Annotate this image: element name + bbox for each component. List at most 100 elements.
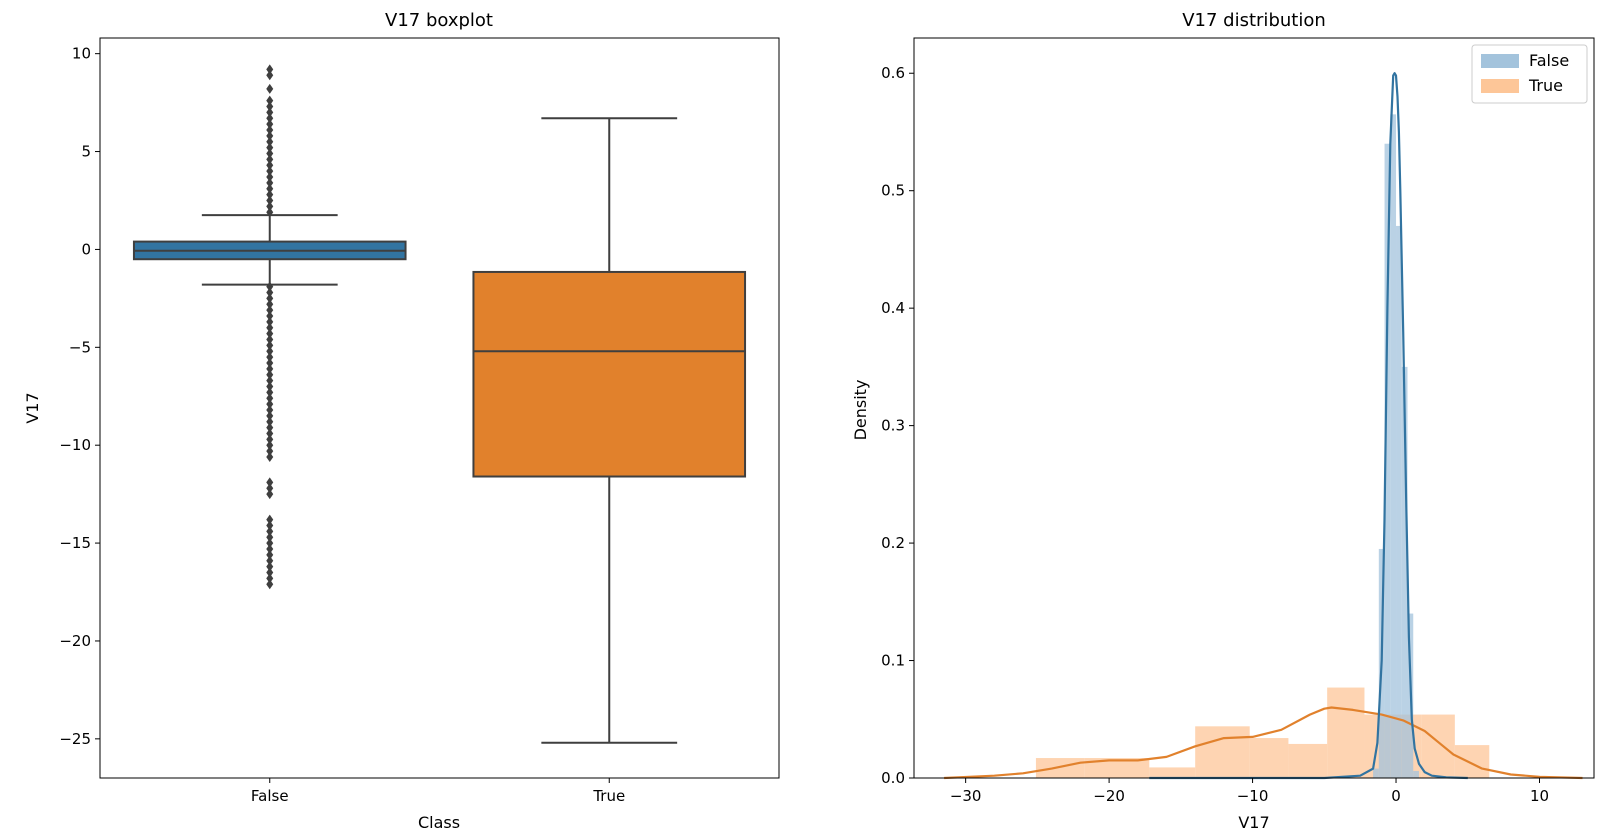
boxplot-panel: V17 boxplot 10 5 0 −5 −10 −15 −20 −25 False True… — [23, 10, 780, 832]
legend-label-true: True — [1528, 76, 1563, 95]
box-false-outlier — [266, 287, 274, 298]
distribution-x-label: V17 — [1238, 813, 1269, 832]
distribution-x-tick-label: −10 — [1237, 787, 1269, 805]
box-false-outlier — [266, 328, 274, 339]
distribution-y-tick-label: 0.6 — [881, 64, 905, 82]
distribution-y-tick-label: 0.5 — [881, 182, 905, 200]
box-false-outlier — [266, 177, 274, 188]
boxplot-y-tick-label: 10 — [72, 45, 91, 63]
hist-bar-false — [1413, 770, 1419, 778]
box-false-outlier — [266, 119, 274, 130]
box-false-outlier — [266, 340, 274, 351]
box-false-outlier — [266, 293, 274, 304]
hist-bar-true — [1454, 745, 1490, 778]
hist-bar-true — [1288, 743, 1328, 778]
distribution-plot-area — [944, 72, 1583, 780]
box-false-outlier — [266, 399, 274, 410]
box-false-outlier — [266, 422, 274, 433]
boxplot-x-ticks: False True — [251, 778, 625, 805]
box-false-outlier — [266, 434, 274, 445]
boxplot-y-tick-label: −20 — [59, 632, 91, 650]
box-false-outlier — [266, 451, 274, 462]
box-false-outlier — [266, 514, 274, 525]
box-false-outlier — [266, 160, 274, 171]
distribution-y-label: Density — [851, 380, 870, 441]
boxplot-y-tick-label: −5 — [69, 338, 91, 356]
box-false-outlier — [266, 322, 274, 333]
hist-bar-false — [1401, 366, 1408, 778]
distribution-y-tick-label: 0.4 — [881, 299, 905, 317]
hist-bar-true — [1327, 687, 1365, 778]
box-false-outlier — [266, 101, 274, 112]
distribution-y-tick-label: 0.3 — [881, 417, 905, 435]
distribution-y-tick-label: 0.1 — [881, 652, 905, 670]
box-false-outlier — [266, 207, 274, 218]
box-false-outlier — [266, 526, 274, 537]
box-false-outlier — [266, 381, 274, 392]
distribution-frame — [913, 37, 1595, 779]
box-false-outlier — [266, 416, 274, 427]
box-false-outlier — [266, 113, 274, 124]
distribution-x-ticks: −30 −20 −10 0 10 — [950, 778, 1549, 805]
boxplot-y-ticks: 10 5 0 −5 −10 −15 −20 −25 — [59, 45, 100, 748]
box-false-outlier — [266, 393, 274, 404]
boxplot-y-tick-label: 0 — [81, 240, 91, 258]
boxplot-y-tick-label: −15 — [59, 534, 91, 552]
box-false-outlier — [266, 195, 274, 206]
boxplot-y-tick-label: 5 — [81, 143, 91, 161]
box-false-outlier — [266, 142, 274, 153]
box-false-outlier — [266, 310, 274, 321]
distribution-panel: V17 distribution 0.0 0.1 0.2 0.3 0.4 0.5 0.6 −… — [851, 10, 1595, 832]
box-false-outlier — [266, 299, 274, 310]
kde-line-false — [1149, 72, 1468, 780]
hist-bar-true — [1421, 714, 1455, 778]
hist-bar-true — [1035, 758, 1085, 778]
legend-swatch-false — [1481, 54, 1519, 68]
box-false-outlier — [266, 148, 274, 159]
legend-swatch-true — [1481, 79, 1519, 93]
boxplot-x-tick-label: False — [251, 787, 289, 805]
box-false-outlier — [266, 107, 274, 118]
box-false-outlier — [266, 573, 274, 584]
distribution-x-tick-label: −30 — [950, 787, 982, 805]
box-false-outlier — [266, 549, 274, 560]
box-false-outlier — [266, 130, 274, 141]
box-false-outlier — [266, 357, 274, 368]
box-false-outlier — [266, 346, 274, 357]
box-false-outlier — [266, 375, 274, 386]
box-false-outlier — [266, 189, 274, 200]
box-false-outlier — [266, 154, 274, 165]
box-false-outlier — [266, 532, 274, 543]
legend: False True — [1471, 44, 1588, 104]
boxplot-frame — [99, 37, 780, 779]
box-false-outlier — [266, 404, 274, 415]
box-false-outlier — [266, 428, 274, 439]
box-true-iqr — [472, 270, 747, 478]
box-false-outlier — [266, 477, 274, 488]
hist-bar-false — [1390, 114, 1397, 779]
box-false-outlier — [266, 483, 274, 494]
box-false-outlier — [266, 555, 274, 566]
distribution-x-tick-label: −20 — [1093, 787, 1125, 805]
box-false-outlier — [266, 363, 274, 374]
hist-bar-false — [1396, 225, 1402, 778]
box-false-outlier — [266, 183, 274, 194]
distribution-y-ticks: 0.0 0.1 0.2 0.3 0.4 0.5 0.6 — [881, 64, 914, 787]
box-false-outlier — [266, 171, 274, 182]
distribution-y-tick-label: 0.2 — [881, 534, 905, 552]
hist-bar-true — [1084, 758, 1150, 778]
boxplot-x-label: Class — [418, 813, 460, 832]
box-false-outlier — [266, 561, 274, 572]
boxplot-y-tick-label: −10 — [59, 436, 91, 454]
box-false-outlier — [266, 387, 274, 398]
boxplot-y-tick-label: −25 — [59, 730, 91, 748]
box-false-outlier — [266, 70, 274, 81]
distribution-x-tick-label: 10 — [1530, 787, 1549, 805]
box-false-outlier — [266, 83, 274, 94]
boxplot-plot-area — [132, 64, 747, 744]
hist-bar-false — [1373, 768, 1379, 778]
box-false-outlier — [266, 352, 274, 363]
box-false-outlier — [266, 410, 274, 421]
box-false-outlier — [266, 543, 274, 554]
